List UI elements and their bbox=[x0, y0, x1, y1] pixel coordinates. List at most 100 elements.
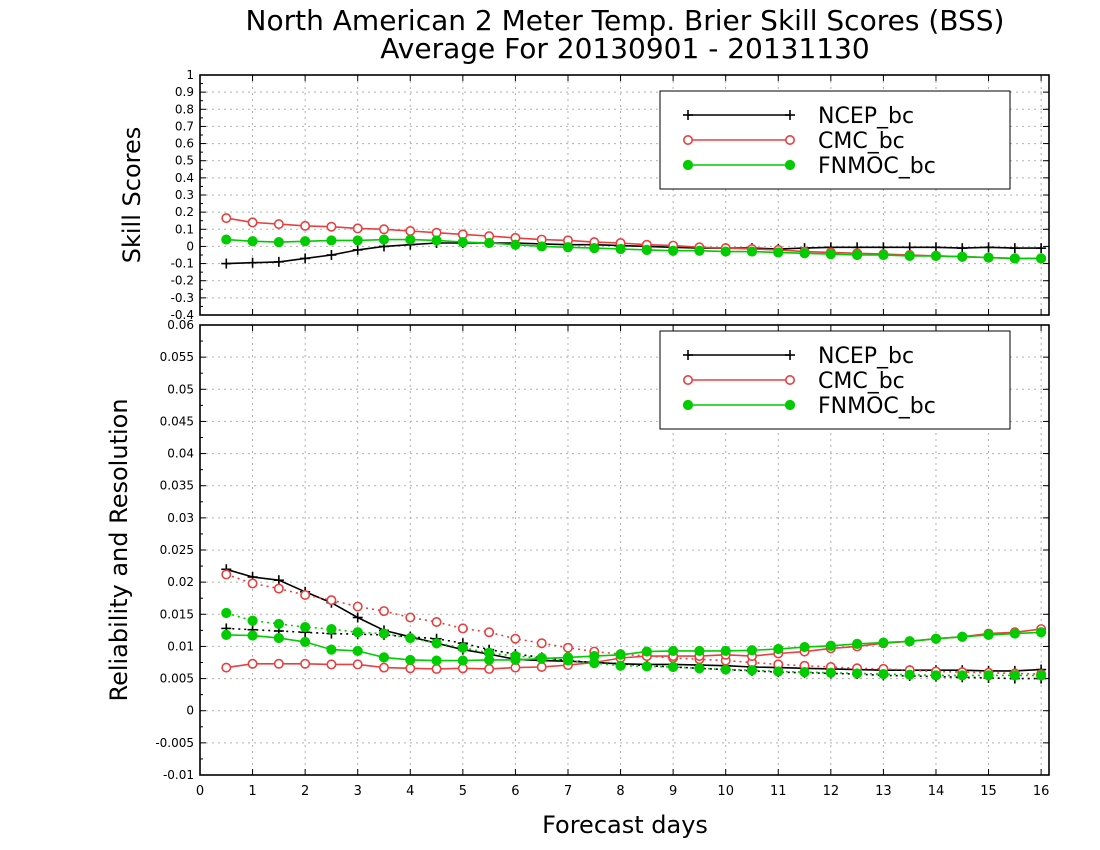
data-point bbox=[1036, 627, 1047, 638]
y-tick-label: -0.2 bbox=[171, 274, 194, 288]
data-point bbox=[405, 632, 416, 644]
y-tick-label: 0.5 bbox=[175, 154, 194, 168]
series-ncep-bc bbox=[221, 564, 1047, 676]
data-point bbox=[694, 645, 705, 657]
series-line bbox=[226, 628, 1042, 670]
data-point bbox=[431, 235, 442, 246]
y-tick-label: 0.025 bbox=[160, 543, 194, 557]
data-point bbox=[641, 646, 652, 657]
y-axis-label: Reliability and Resolution bbox=[105, 398, 133, 701]
y-tick-label: 0.3 bbox=[175, 188, 194, 202]
series-fnmoc-bc bbox=[221, 607, 1047, 681]
data-point bbox=[957, 251, 968, 262]
data-point bbox=[326, 595, 337, 606]
series-fnmoc-bc bbox=[221, 627, 1047, 666]
data-point bbox=[405, 234, 416, 245]
data-point bbox=[352, 659, 363, 670]
legend-label: CMC_bc bbox=[818, 129, 905, 154]
data-point bbox=[615, 660, 626, 671]
data-point bbox=[746, 645, 758, 656]
data-point bbox=[457, 237, 468, 248]
data-point bbox=[221, 234, 232, 245]
data-point bbox=[378, 628, 390, 639]
data-point bbox=[247, 658, 258, 669]
data-point bbox=[405, 654, 416, 666]
x-tick-label: 15 bbox=[980, 784, 997, 799]
data-point bbox=[484, 237, 495, 249]
data-point bbox=[378, 652, 390, 663]
data-point bbox=[300, 622, 311, 633]
data-point bbox=[720, 664, 731, 675]
data-point bbox=[300, 658, 311, 669]
data-point bbox=[221, 607, 232, 619]
x-tick-label: 10 bbox=[717, 784, 734, 799]
data-point bbox=[1036, 253, 1047, 264]
data-point bbox=[904, 636, 915, 647]
y-tick-label: 0.005 bbox=[160, 672, 194, 686]
data-point bbox=[247, 615, 258, 626]
data-point bbox=[273, 632, 284, 644]
data-point bbox=[878, 668, 889, 680]
reliability-resolution-panel: -0.01 -0.005 0 0.005 0.01 0.015 0.02 0.025 0.03 0… bbox=[105, 318, 1050, 799]
data-point bbox=[825, 249, 836, 260]
legend-label: FNMOC_bc bbox=[818, 154, 936, 179]
y-tick-label: 0 bbox=[186, 239, 194, 253]
data-point bbox=[746, 246, 758, 257]
legend-marker bbox=[784, 374, 795, 385]
legend-label: CMC_bc bbox=[818, 369, 905, 394]
data-point bbox=[326, 644, 337, 655]
data-point bbox=[352, 627, 363, 638]
data-point bbox=[589, 243, 600, 254]
data-point bbox=[957, 670, 968, 681]
data-point bbox=[431, 638, 442, 649]
data-point bbox=[300, 636, 311, 648]
y-tick-label: 0.7 bbox=[175, 119, 194, 133]
data-point bbox=[273, 219, 284, 230]
data-point bbox=[326, 659, 337, 670]
data-point bbox=[326, 235, 337, 246]
data-point bbox=[694, 663, 705, 674]
legend-label: NCEP_bc bbox=[818, 104, 914, 129]
data-point bbox=[352, 645, 363, 657]
series-line bbox=[226, 238, 1042, 260]
y-tick-label: 0 bbox=[186, 704, 194, 718]
data-point bbox=[431, 655, 442, 666]
data-point bbox=[273, 658, 284, 669]
data-point bbox=[773, 666, 784, 677]
y-tick-label: 0.05 bbox=[167, 382, 194, 396]
data-point bbox=[852, 668, 863, 679]
data-point bbox=[273, 618, 284, 630]
data-point bbox=[221, 662, 232, 673]
x-tick-label: 16 bbox=[1033, 784, 1050, 799]
data-point bbox=[641, 244, 652, 255]
data-point bbox=[668, 645, 679, 657]
data-point bbox=[221, 213, 232, 224]
legend-label: FNMOC_bc bbox=[818, 394, 936, 419]
y-tick-label: 0.01 bbox=[167, 639, 194, 653]
legend-marker bbox=[682, 135, 693, 146]
data-point bbox=[720, 246, 731, 257]
data-point bbox=[536, 653, 547, 664]
x-tick-label: 9 bbox=[669, 784, 677, 799]
legend-marker bbox=[784, 159, 796, 171]
data-point bbox=[247, 217, 258, 228]
data-point bbox=[457, 655, 468, 666]
data-point bbox=[825, 667, 836, 678]
data-point bbox=[536, 661, 547, 672]
legend-marker bbox=[682, 399, 694, 411]
data-point bbox=[641, 661, 652, 672]
data-point bbox=[484, 627, 495, 638]
x-tick-label: 0 bbox=[196, 784, 204, 799]
data-point bbox=[484, 654, 495, 666]
data-point bbox=[799, 641, 810, 653]
data-point bbox=[247, 630, 258, 641]
x-tick-label: 3 bbox=[354, 784, 362, 799]
data-point bbox=[510, 239, 521, 250]
y-axis-label: Skill Scores bbox=[118, 127, 146, 264]
series-line bbox=[226, 568, 1042, 672]
data-point bbox=[1009, 628, 1020, 639]
data-point bbox=[221, 569, 232, 580]
y-tick-label: 0.8 bbox=[175, 102, 194, 116]
